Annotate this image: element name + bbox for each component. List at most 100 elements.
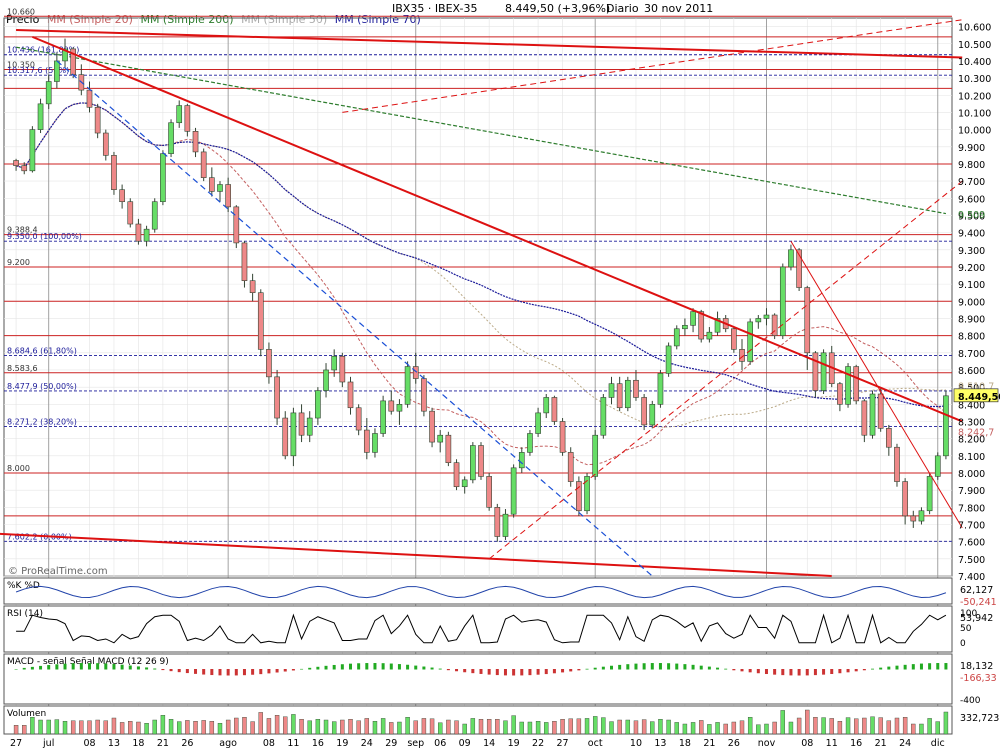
volume-bar <box>13 725 19 735</box>
price-tick-label: 9.300 <box>958 246 985 257</box>
candle-body <box>94 106 101 134</box>
volume-bar <box>79 720 84 735</box>
candle-body <box>510 467 517 515</box>
candle-body <box>363 429 370 453</box>
price-tick-label: 7.600 <box>958 538 985 549</box>
price-tick-label: 7.900 <box>958 486 985 497</box>
volume-bar <box>576 718 582 735</box>
price-tick-label: 7.500 <box>958 555 985 566</box>
volume-bar <box>927 718 932 735</box>
candle-body <box>339 355 346 383</box>
candle-body <box>209 177 215 192</box>
level-label: 10.317,6 (50%) <box>7 66 69 75</box>
level-label: 10.436 (161,80%) <box>7 46 79 55</box>
volume-bar <box>283 716 288 735</box>
date-tick-label: 08 <box>801 738 813 749</box>
volume-bar <box>364 718 370 735</box>
price-tick-label: 10.200 <box>958 91 991 102</box>
macd-bar <box>846 669 850 673</box>
level-label: 8.583,6 <box>7 364 38 373</box>
volume-bar <box>715 722 720 735</box>
candle-body <box>257 292 264 350</box>
volume-bar <box>837 721 843 735</box>
date-tick-label: 14 <box>483 738 495 749</box>
macd-bar <box>145 667 149 670</box>
candle-body <box>290 412 297 457</box>
panel-label: MACD - señal Señal MACD (12 26 9) <box>7 657 169 667</box>
macd-bar <box>773 669 777 675</box>
volume-bar <box>185 720 190 735</box>
candle-body <box>461 479 468 488</box>
price-tick-label: 10.100 <box>958 108 991 119</box>
volume-bar <box>323 719 329 735</box>
price-tick-label: 8.400 <box>958 400 985 411</box>
macd-bar <box>593 667 597 670</box>
macd-bar <box>520 669 524 676</box>
panel-lower-value: -166,33 <box>960 673 997 684</box>
level-label: 10.350 <box>7 61 35 70</box>
candle-body <box>111 155 117 190</box>
candle-body <box>910 515 917 522</box>
macd-bar <box>569 669 573 672</box>
volume-bar <box>380 718 386 735</box>
macd-bar <box>153 668 157 670</box>
candle-body <box>217 184 223 192</box>
level-label: 8.477,9 (50,00%) <box>7 382 77 391</box>
macd-bar <box>610 665 614 670</box>
volume-bar <box>193 721 198 735</box>
candle-body <box>494 507 501 537</box>
volume-bar <box>796 717 802 735</box>
price-tick-label: 10.400 <box>958 57 991 68</box>
volume-bar <box>478 719 484 735</box>
moving-averages <box>15 46 947 466</box>
candle-body <box>445 434 452 463</box>
price-tick-label: 8.200 <box>958 435 985 446</box>
date-tick-label: nov <box>758 738 776 749</box>
macd-bar <box>87 663 91 670</box>
volume-bar <box>503 720 508 735</box>
volume-bar <box>128 721 133 735</box>
candle-body <box>62 48 68 62</box>
volume-bar <box>438 722 443 735</box>
date-tick-label: 18 <box>679 738 691 749</box>
candle-body <box>812 352 819 391</box>
candle-body <box>470 445 476 481</box>
candle-body <box>21 165 28 172</box>
volume-bar <box>813 717 818 735</box>
date-tick-label: 11 <box>287 738 299 749</box>
volume-bar <box>209 721 215 735</box>
macd-bar <box>487 669 491 675</box>
candle-body <box>576 481 582 512</box>
macd-bar <box>210 669 214 676</box>
candle-body <box>673 328 680 347</box>
candle-body <box>404 366 411 405</box>
volume-bar <box>699 720 704 735</box>
candle-body <box>796 249 802 288</box>
candle-body <box>478 445 484 477</box>
price-tick-label: 9.900 <box>958 143 985 154</box>
volume-bar <box>397 721 402 735</box>
volume-bar <box>405 717 410 735</box>
candle-body <box>877 393 884 429</box>
volume-bar <box>274 715 280 735</box>
candle-body <box>347 381 354 409</box>
macd-bar <box>251 669 255 675</box>
candle-body <box>714 318 721 333</box>
date-tick-label: 22 <box>532 738 544 749</box>
candle-body <box>282 417 289 457</box>
macd-bar <box>512 669 516 676</box>
price-tick-label: 10.600 <box>958 23 991 34</box>
price-marker-label: 8.449,50 <box>958 392 1000 403</box>
panel-value: 332,723 <box>960 713 999 724</box>
last-price-box <box>953 388 999 403</box>
macd-bar <box>55 664 59 670</box>
macd-bar <box>601 666 605 670</box>
volume-bar <box>315 719 321 735</box>
sma70-line <box>15 102 946 408</box>
volume-bar <box>225 719 231 735</box>
date-tick-label: 29 <box>385 738 397 749</box>
macd-bar <box>552 669 556 674</box>
macd-bar <box>805 669 809 676</box>
volume-bar <box>617 719 622 735</box>
